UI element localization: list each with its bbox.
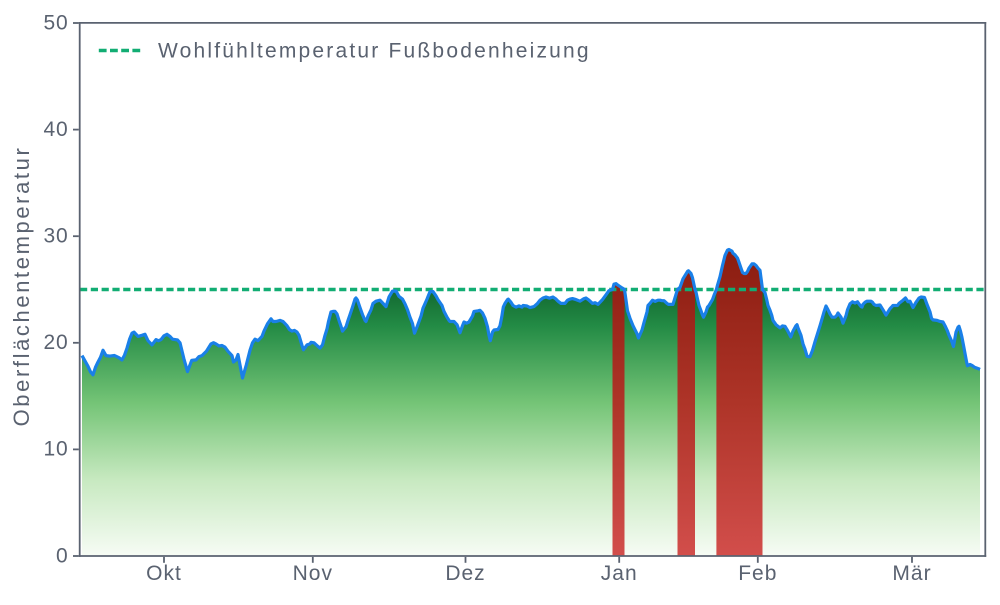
svg-text:Okt: Okt (146, 562, 182, 585)
svg-text:Jan: Jan (601, 562, 638, 585)
svg-text:Wohlfühltemperatur Fußbodenhei: Wohlfühltemperatur Fußbodenheizung (158, 40, 591, 63)
svg-text:0: 0 (56, 544, 68, 567)
svg-text:10: 10 (44, 438, 69, 461)
svg-text:Nov: Nov (293, 562, 333, 585)
svg-text:Dez: Dez (445, 562, 485, 585)
svg-text:Feb: Feb (738, 562, 777, 585)
svg-text:40: 40 (44, 118, 69, 141)
svg-text:30: 30 (44, 225, 69, 248)
svg-text:Mär: Mär (892, 562, 931, 585)
svg-text:50: 50 (44, 11, 69, 34)
svg-text:Oberflächentemperatur: Oberflächentemperatur (9, 146, 34, 427)
svg-text:20: 20 (44, 331, 69, 354)
